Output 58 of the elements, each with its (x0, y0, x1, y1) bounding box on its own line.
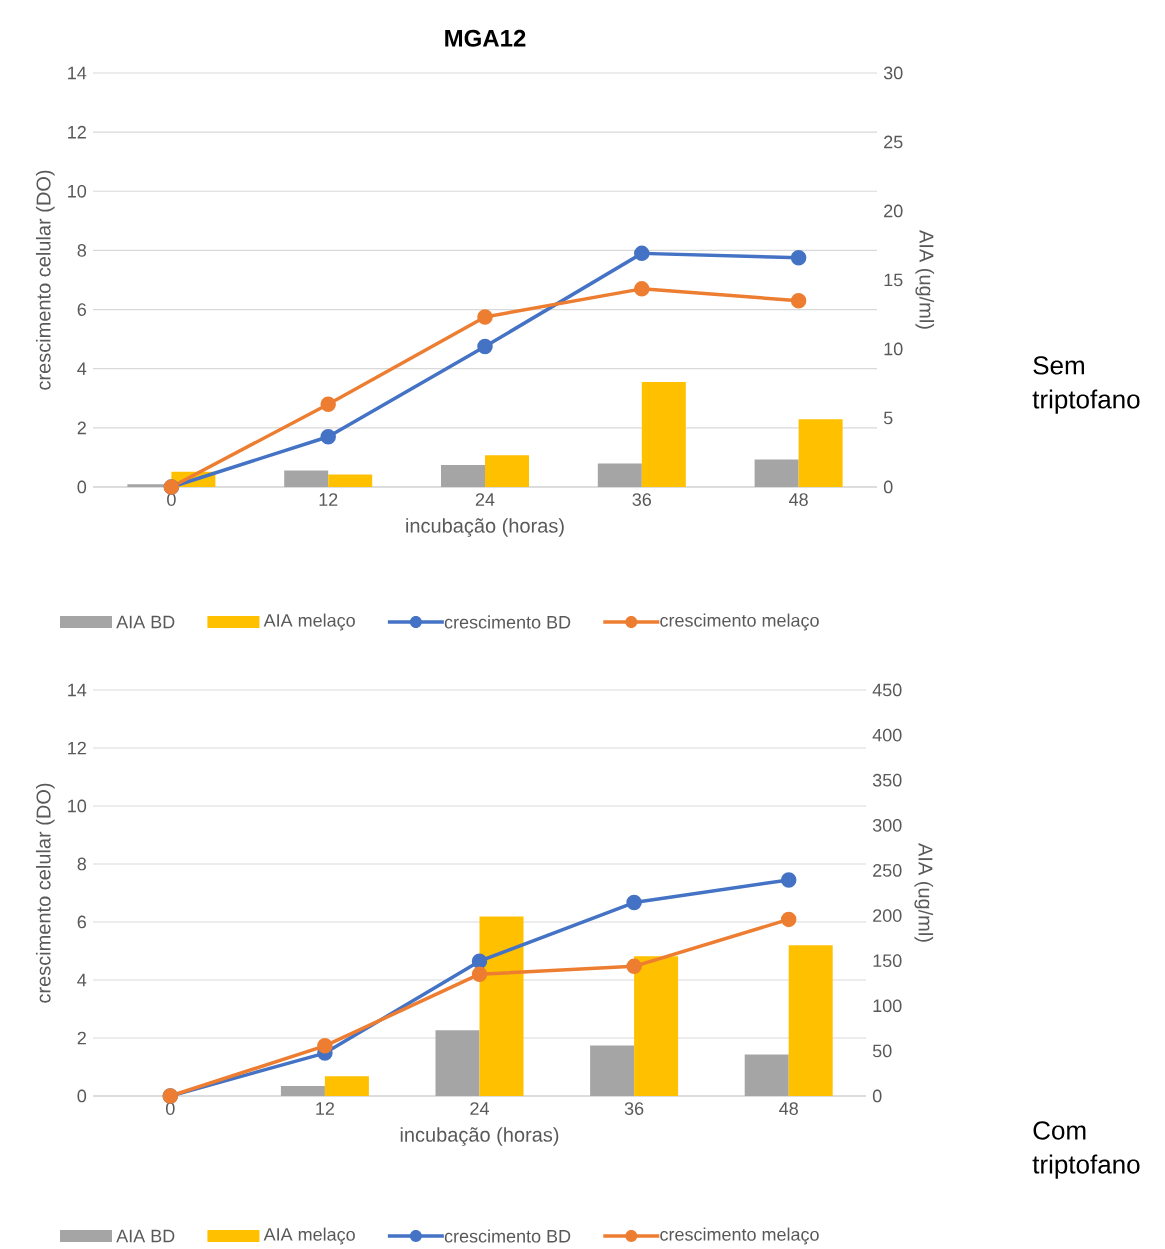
y2-tick-label: 300 (872, 818, 902, 832)
y-tick-label: 4 (77, 973, 87, 987)
y-tick-label: 4 (77, 362, 87, 375)
x-tick-label: 36 (624, 1102, 644, 1115)
y2-tick-label: 50 (872, 1044, 892, 1058)
legend-label: crescimento melaço (660, 613, 819, 631)
y-tick-label: 14 (68, 66, 87, 80)
y-tick-label: 0 (77, 480, 87, 494)
x-tick-label: 24 (475, 493, 495, 506)
y-tick-label: 10 (68, 184, 87, 198)
y2-tick-label: 25 (884, 135, 903, 149)
legend-label: AIA BD (116, 1229, 175, 1243)
y-axis-title: crescimento celular (DO) (35, 170, 55, 390)
y-tick-label: 14 (68, 683, 87, 697)
y2-tick-label: 0 (872, 1089, 882, 1103)
y-tick-label: 8 (77, 244, 87, 257)
y2-tick-label: 200 (873, 909, 902, 922)
x-axis-title: incubação (horas) (406, 518, 564, 537)
y-tick-label: 8 (77, 857, 87, 871)
x-tick-label: 24 (470, 1102, 489, 1115)
x-axis-title: incubação (horas) (400, 1127, 559, 1146)
y-tick-label: 2 (77, 421, 86, 435)
y2-tick-label: 10 (884, 342, 903, 356)
y-tick-label: 12 (68, 125, 86, 139)
x-tick-label: 48 (779, 1102, 798, 1115)
y-tick-label: 0 (77, 1089, 87, 1103)
y-tick-label: 12 (68, 741, 86, 755)
y2-tick-label: 150 (873, 954, 902, 968)
y2-tick-label: 5 (883, 411, 893, 425)
text: Com triptofano (1032, 1121, 1140, 1179)
legend-label: crescimento melaço (660, 1227, 819, 1245)
x-tick-label: 12 (316, 1102, 335, 1115)
legend-label: AIA melaço (263, 1227, 355, 1245)
y2-tick-label: 15 (884, 273, 903, 287)
legend-label: crescimento BD (444, 1229, 571, 1243)
y2-tick-label: 0 (883, 480, 893, 494)
y-axis-title: crescimento celular (DO) (35, 783, 55, 1003)
y-tick-label: 6 (77, 303, 87, 316)
chart-title: MGA12 (445, 29, 526, 47)
y2-tick-label: 30 (883, 66, 903, 80)
y2-tick-label: 20 (884, 204, 903, 218)
y-tick-label: 2 (77, 1031, 86, 1045)
legend-label: crescimento BD (444, 615, 571, 629)
y2-axis-title: AIA (ug/ml) (915, 230, 935, 329)
x-tick-label: 12 (319, 493, 338, 506)
y-tick-label: 10 (68, 799, 87, 813)
y2-tick-label: 450 (872, 683, 902, 697)
x-tick-label: 36 (632, 493, 652, 506)
y2-tick-label: 250 (873, 864, 902, 877)
text: Sem triptofano (1032, 356, 1140, 414)
x-tick-label: 48 (789, 493, 808, 506)
y-tick-label: 6 (77, 915, 87, 929)
legend-label: AIA melaço (263, 613, 355, 631)
y2-tick-label: 100 (873, 999, 902, 1013)
y2-axis-title: AIA (ug/ml) (914, 843, 934, 942)
legend-label: AIA BD (116, 615, 175, 629)
y2-tick-label: 350 (872, 773, 902, 787)
y2-tick-label: 400 (872, 728, 902, 742)
